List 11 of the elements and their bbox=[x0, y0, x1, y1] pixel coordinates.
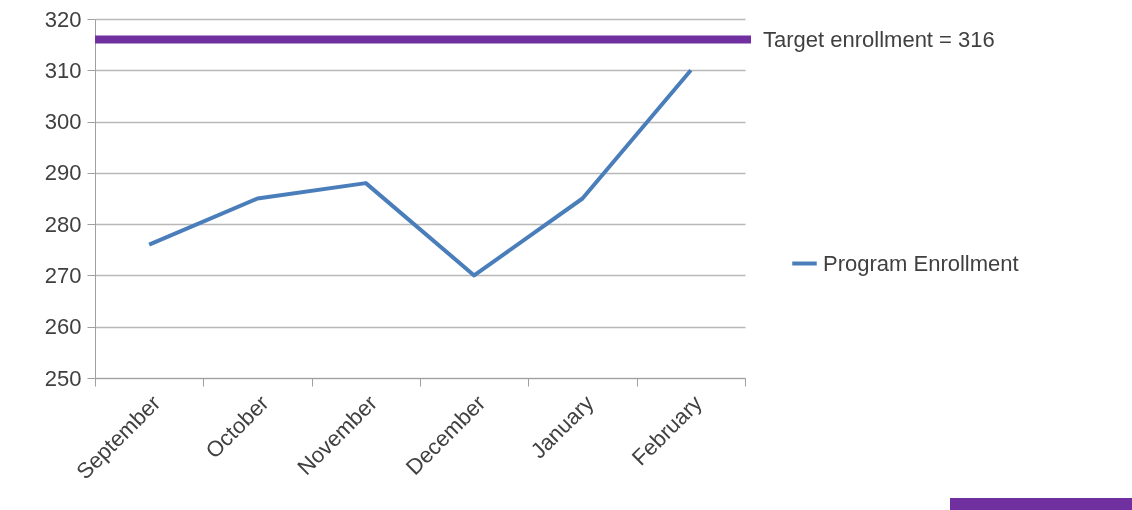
legend-label: Program Enrollment bbox=[823, 250, 1019, 276]
y-tick-label: 310 bbox=[44, 57, 82, 83]
ref-line-label: Target enrollment = 316 bbox=[763, 26, 995, 52]
y-tick-label: 290 bbox=[44, 160, 82, 186]
y-tick-label: 270 bbox=[44, 262, 82, 288]
y-tick-label: 320 bbox=[44, 6, 82, 32]
line-series bbox=[147, 68, 693, 278]
y-tick-label: 260 bbox=[44, 314, 82, 340]
y-tick-label: 280 bbox=[44, 211, 82, 237]
y-tick-label: 300 bbox=[44, 109, 82, 135]
y-tick-label: 250 bbox=[44, 365, 82, 391]
